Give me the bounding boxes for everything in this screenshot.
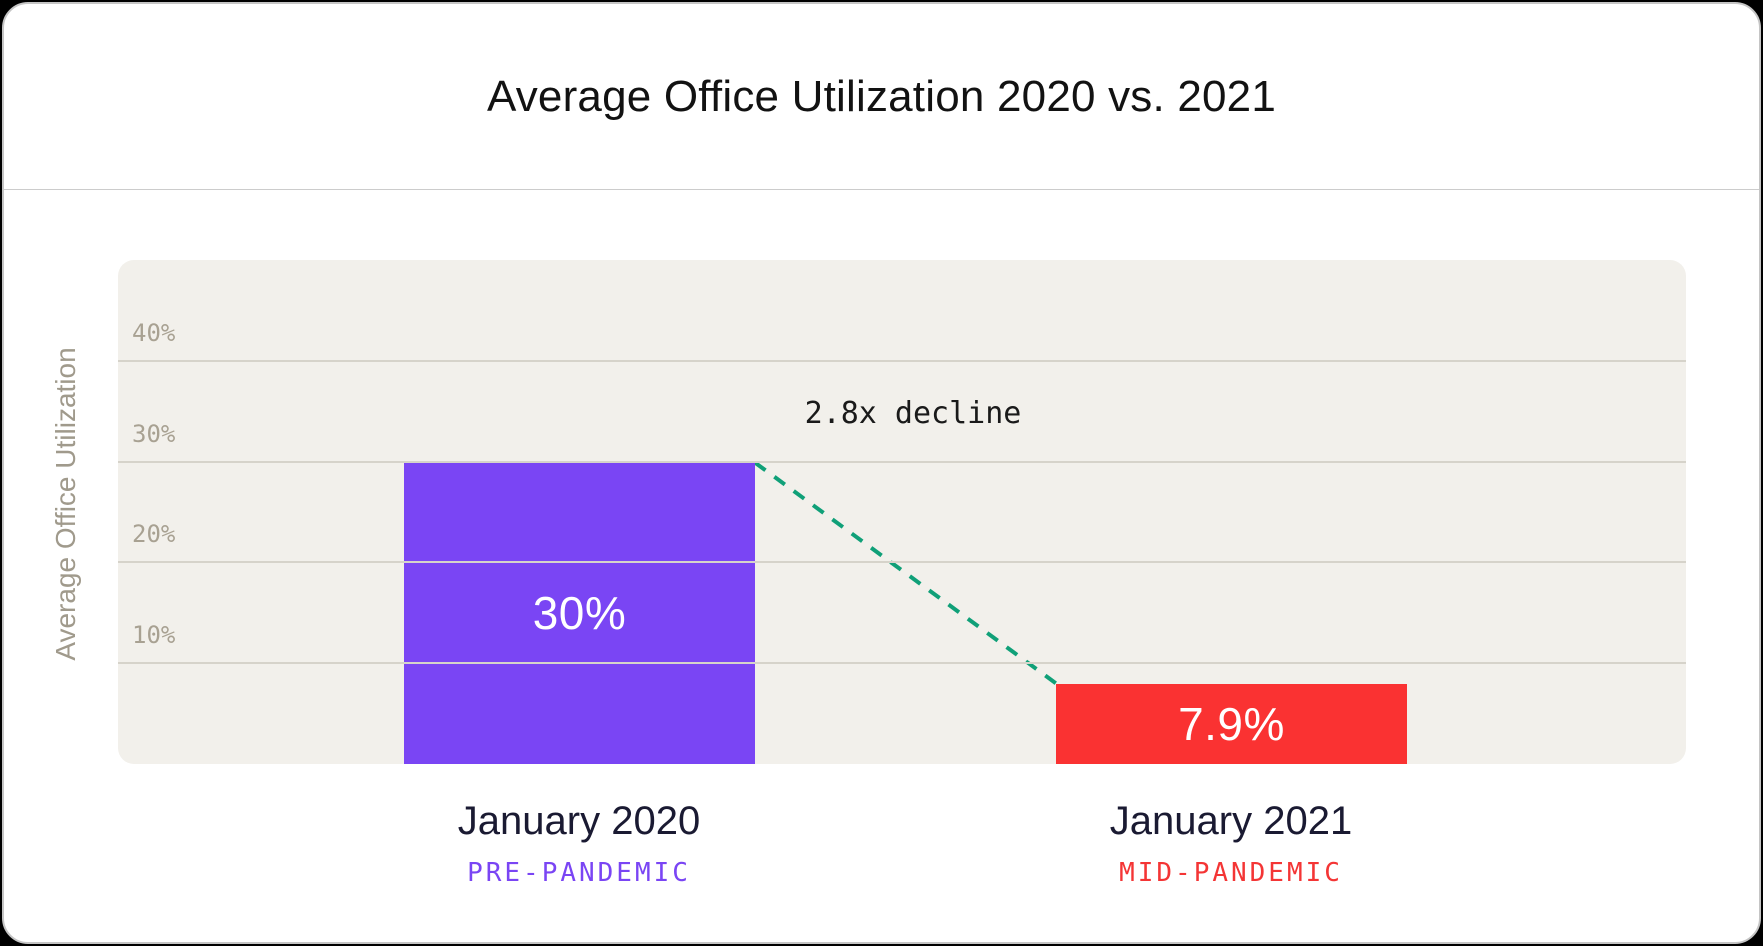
bar-january-2021: 7.9% — [1056, 684, 1407, 764]
y-axis-title: Average Office Utilization — [50, 347, 81, 661]
y-tick-label-30: 30% — [132, 419, 176, 448]
gridline-40 — [118, 359, 1686, 362]
bar-value-label-2021: 7.9% — [1178, 698, 1285, 751]
decline-annotation: 2.8x decline — [804, 396, 1022, 431]
y-tick-label-40: 40% — [132, 318, 176, 347]
gridline-20 — [118, 561, 1686, 564]
plot-area: 30% 7.9% 2.8x decline 10% 20% 30% 40% — [118, 260, 1686, 764]
y-tick-label-20: 20% — [132, 520, 176, 549]
sub-label-pre-pandemic: PRE-PANDEMIC — [467, 858, 691, 888]
y-tick-label-10: 10% — [132, 621, 176, 650]
chart-title: Average Office Utilization 2020 vs. 2021 — [486, 71, 1277, 121]
decline-connector-line — [753, 460, 1058, 685]
bar-value-label-2020: 30% — [532, 586, 627, 639]
category-label-2020: January 2020 — [457, 799, 701, 843]
chart-header: Average Office Utilization 2020 vs. 2021 — [4, 4, 1759, 190]
category-label-2021: January 2021 — [1109, 799, 1353, 843]
gridline-30 — [118, 460, 1686, 463]
bar-january-2020: 30% — [404, 461, 755, 764]
sub-label-mid-pandemic: MID-PANDEMIC — [1119, 858, 1343, 888]
x-label-group-2021: January 2021 MID-PANDEMIC — [1110, 797, 1352, 888]
gridline-10 — [118, 662, 1686, 665]
x-label-group-2020: January 2020 PRE-PANDEMIC — [458, 797, 700, 888]
